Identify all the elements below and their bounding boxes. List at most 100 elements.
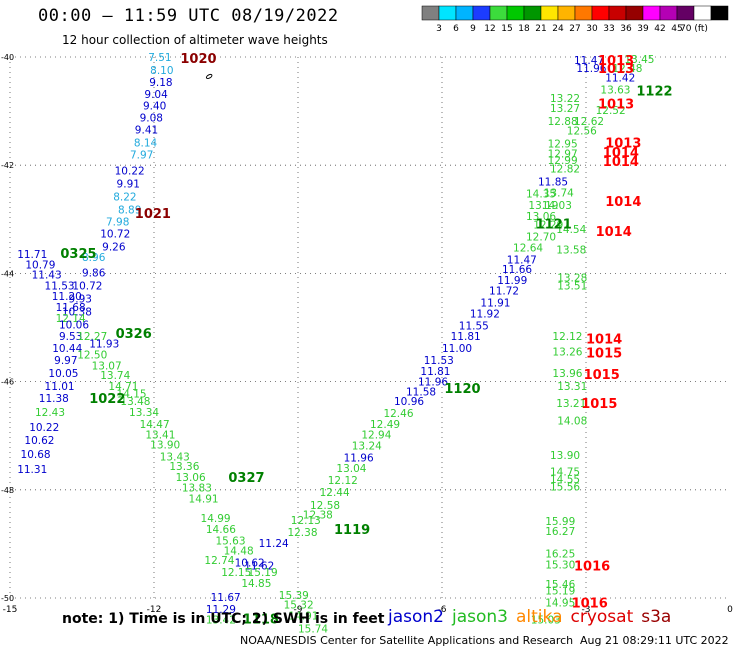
wave-height-value: 12.82 <box>550 163 580 175</box>
wave-height-value: 14.95 <box>545 597 575 609</box>
wave-height-value: 12.70 <box>526 232 556 244</box>
wave-height-value: 11.91 <box>480 298 510 310</box>
color-scale-label: 45 <box>671 24 682 32</box>
wave-height-value: 14.66 <box>206 524 236 536</box>
wave-height-value: 11.31 <box>17 464 47 476</box>
wave-height-value: 14.71 <box>108 381 138 393</box>
wave-height-value: 12.50 <box>77 350 107 362</box>
pass-time-label: 0325 <box>60 247 96 262</box>
wave-height-value: 11.43 <box>32 269 62 281</box>
map-title: 00:00 – 11:59 UTC 08/19/2022 <box>38 6 339 26</box>
wave-height-value: 7.97 <box>130 149 153 161</box>
wave-height-value: 12.38 <box>303 510 333 522</box>
wave-height-value: 12.12 <box>328 475 358 487</box>
wave-height-value: 10.79 <box>25 260 55 272</box>
pressure-label: 1014 <box>605 195 641 210</box>
wave-height-value: 12.46 <box>383 408 413 420</box>
wave-height-value: 12.27 <box>77 331 107 343</box>
wave-height-value: 9.53 <box>59 331 82 343</box>
wave-height-value: 12.43 <box>35 407 65 419</box>
wave-height-value: 11.92 <box>470 308 500 320</box>
wave-height-value: 13.90 <box>150 439 180 451</box>
color-scale-label: 33 <box>603 24 614 32</box>
wave-height-value: 14.75 <box>550 466 580 478</box>
wave-height-value: 13.74 <box>100 370 130 382</box>
wave-height-value: 11.93 <box>89 339 119 351</box>
wave-height-value: 13.28 <box>557 273 587 285</box>
wave-height-value: 15.30 <box>545 559 575 571</box>
wave-height-value: 15.63 <box>215 536 245 548</box>
wave-height-value: 7.98 <box>106 216 129 228</box>
wave-height-value: 13.58 <box>556 245 586 257</box>
wave-height-value: 15.39 <box>279 590 309 602</box>
latitude-label: -48 <box>1 486 14 495</box>
wave-height-value: 13.24 <box>352 440 382 452</box>
wave-height-value: 14.54 <box>556 224 586 236</box>
longitude-label: -3 <box>582 605 591 615</box>
wave-height-value: 11.99 <box>497 275 527 287</box>
wave-height-value: 11.72 <box>489 286 519 298</box>
wave-height-value: 13.96 <box>552 368 582 380</box>
wave-height-value: 12.74 <box>204 555 234 567</box>
pass-time-label: 1022 <box>89 392 125 407</box>
wave-height-value: 7.51 <box>148 52 171 64</box>
color-scale-label: 15 <box>501 24 512 32</box>
pressure-label: 1015 <box>584 368 620 383</box>
pass-time-label: 0327 <box>228 471 264 486</box>
wave-height-value: 16.27 <box>545 526 575 538</box>
wave-height-value: 15.03 <box>531 615 561 627</box>
legend-entry-s3a: s3a <box>641 607 672 627</box>
wave-height-value: 14.91 <box>288 610 318 622</box>
wave-height-value: 15.46 <box>545 579 575 591</box>
wave-height-value: 11.67 <box>211 592 241 604</box>
wave-height-value: 11.42 <box>605 73 635 85</box>
wave-height-value: 11.55 <box>459 320 489 332</box>
longitude-label: -12 <box>147 605 162 615</box>
wave-height-value: 10.44 <box>52 343 82 355</box>
legend-entry-cryosat: cryosat <box>570 607 634 627</box>
wave-height-value: 10.72 <box>72 280 102 292</box>
wave-height-value: 14.91 <box>189 493 219 505</box>
color-scale-label: 42 <box>654 24 665 32</box>
wave-height-value: 10.68 <box>21 449 51 461</box>
wave-height-value: 12.48 <box>612 63 642 75</box>
color-scale-label: 70 (ft) <box>680 24 708 32</box>
wave-height-value: 12.88 <box>548 116 578 128</box>
wave-height-value: 12.58 <box>310 500 340 512</box>
wave-height-value: 11.68 <box>56 302 86 314</box>
wave-height-value: 12.14 <box>56 313 86 325</box>
wave-height-value: 14.48 <box>224 545 254 557</box>
longitude-label: -15 <box>3 605 18 615</box>
legend-entry-altika: altika <box>516 607 563 627</box>
wave-height-value: 13.43 <box>160 451 190 463</box>
pass-time-label: 1122 <box>636 85 672 100</box>
wave-height-value: 13.31 <box>557 381 587 393</box>
pass-time-label: 1119 <box>334 523 370 538</box>
credit-line: NOAA/NESDIS Center for Satellite Applica… <box>240 634 574 647</box>
wave-height-value: 8.14 <box>134 137 158 149</box>
wave-height-value: 9.97 <box>54 355 77 367</box>
wave-height-value: 13.74 <box>544 187 574 199</box>
wave-height-value: 14.08 <box>557 416 587 428</box>
wave-height-value: 12.62 <box>574 116 604 128</box>
wave-height-value: 11.96 <box>418 377 448 389</box>
wave-height-value: 14.99 <box>201 513 231 525</box>
wave-height-value: 13.90 <box>550 450 580 462</box>
wave-height-value: 13.34 <box>129 407 159 419</box>
wave-height-value: 12.15 <box>221 567 251 579</box>
wave-height-value: 13.83 <box>182 483 212 495</box>
wave-height-value: 14.55 <box>550 474 580 486</box>
wave-height-value: 12.38 <box>287 527 317 539</box>
wave-height-value: 11.85 <box>538 176 568 188</box>
wave-height-value: 11.24 <box>259 538 289 550</box>
timestamp: Aug 21 08:29:11 UTC 2022 <box>580 634 729 647</box>
wave-height-value: 12.97 <box>548 148 578 160</box>
wave-height-value: 13.51 <box>557 280 587 292</box>
wave-height-value: 10.22 <box>115 166 145 178</box>
wave-height-value: 14.47 <box>140 419 170 431</box>
wave-height-value: 8.22 <box>113 192 136 204</box>
legend-entry-jason3: jason3 <box>452 607 508 627</box>
wave-height-value: 12.99 <box>548 155 578 167</box>
wave-height-value: 14.85 <box>241 578 271 590</box>
